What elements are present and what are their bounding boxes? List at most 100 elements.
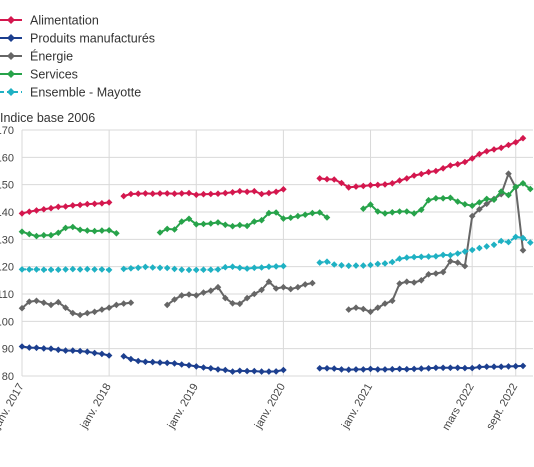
series-line: [21, 299, 132, 317]
data-point: [432, 364, 440, 372]
legend-label: Alimentation: [30, 14, 99, 28]
data-point: [439, 268, 447, 276]
data-point: [381, 260, 389, 267]
data-point: [497, 237, 505, 245]
data-point: [163, 190, 171, 197]
data-point: [490, 196, 498, 203]
data-point: [236, 367, 244, 375]
y-axis-label: Indice base 2006: [0, 111, 95, 125]
data-point: [243, 265, 251, 272]
data-point: [272, 285, 280, 292]
data-point: [527, 185, 534, 193]
data-point: [26, 266, 33, 273]
y-tick-label: 130: [0, 234, 14, 246]
data-point: [425, 168, 432, 176]
data-point: [287, 285, 294, 293]
data-point: [454, 259, 461, 266]
data-point: [33, 207, 40, 214]
data-point: [84, 200, 91, 208]
data-point: [345, 262, 352, 270]
data-point: [222, 221, 229, 229]
data-point: [47, 204, 55, 212]
data-point: [163, 359, 171, 367]
data-point: [389, 365, 396, 373]
data-point: [236, 187, 244, 195]
y-axis-ticks: 80 90 100 110 120 130 140 150 160 170: [0, 125, 14, 383]
data-point: [142, 358, 149, 366]
data-point: [222, 366, 229, 374]
data-point: [360, 366, 367, 373]
data-point: [40, 299, 48, 306]
data-point: [490, 146, 498, 153]
data-point: [171, 360, 178, 367]
data-point: [505, 141, 512, 149]
data-point: [396, 177, 403, 184]
y-tick-label: 150: [0, 180, 14, 192]
data-point: [134, 190, 142, 197]
data-point: [483, 243, 490, 250]
data-point: [454, 160, 461, 168]
data-point: [280, 186, 287, 193]
data-point: [425, 365, 432, 372]
data-point: [512, 183, 519, 191]
data-point: [396, 280, 403, 287]
data-point: [127, 299, 135, 306]
data-point: [345, 366, 352, 373]
data-point: [26, 298, 33, 305]
data-point: [91, 308, 98, 316]
data-point: [265, 189, 273, 197]
data-point: [84, 348, 91, 355]
data-point: [251, 264, 258, 272]
data-point: [454, 198, 461, 205]
data-point: [505, 170, 512, 177]
data-point: [200, 220, 207, 228]
data-point: [33, 344, 40, 352]
data-point: [185, 291, 193, 298]
data-point: [389, 180, 396, 187]
data-point: [207, 287, 215, 294]
y-tick-label: 100: [0, 316, 14, 328]
data-point: [461, 262, 469, 270]
data-point: [156, 359, 164, 366]
data-point: [461, 364, 469, 372]
data-point: [280, 283, 287, 291]
data-point: [76, 347, 84, 355]
data-point: [338, 366, 345, 373]
data-point: [127, 265, 135, 272]
data-point: [272, 368, 280, 375]
data-point: [316, 365, 323, 372]
data-point: [84, 309, 91, 317]
data-point: [55, 346, 62, 354]
data-point: [193, 363, 200, 370]
data-point: [294, 212, 302, 220]
data-point: [62, 203, 69, 210]
series-group: [18, 343, 527, 375]
data-point: [345, 184, 352, 191]
data-point: [185, 266, 193, 274]
data-point: [185, 362, 193, 369]
data-point: [519, 362, 527, 370]
legend-label: Énergie: [30, 49, 73, 64]
data-point: [236, 221, 244, 229]
data-point: [76, 226, 84, 234]
series-line: [348, 171, 524, 313]
y-tick-label: 120: [0, 262, 14, 274]
data-point: [410, 172, 418, 179]
data-point: [505, 191, 512, 199]
data-point: [432, 195, 440, 202]
data-point: [214, 283, 222, 291]
data-point: [352, 304, 360, 311]
data-point: [403, 175, 411, 182]
data-point: [403, 365, 411, 373]
data-point: [214, 366, 222, 373]
data-point: [40, 206, 48, 213]
data-point: [134, 264, 142, 272]
series-group: [18, 233, 534, 274]
data-point: [113, 230, 120, 237]
data-point: [200, 289, 207, 296]
data-point: [265, 368, 273, 375]
data-point: [40, 266, 48, 273]
data-point: [26, 230, 33, 238]
data-point: [163, 301, 171, 309]
